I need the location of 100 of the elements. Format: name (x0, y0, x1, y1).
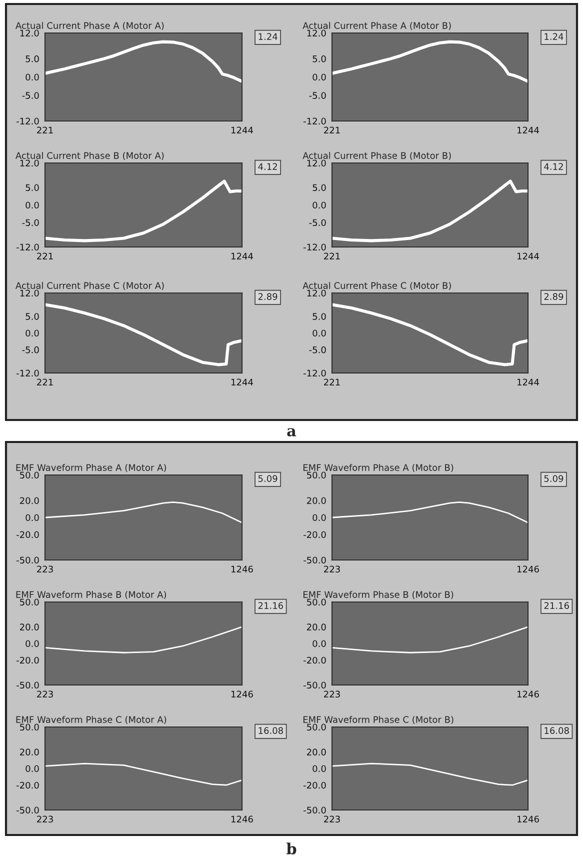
line-series (332, 40, 528, 83)
y-tick-label: 5.0 (26, 184, 39, 192)
y-tick-label: -5.0 (309, 219, 326, 226)
x-tick-label: 221 (324, 252, 340, 260)
line-series (332, 180, 528, 242)
y-tick-label: -50.0 (16, 806, 39, 814)
x-tick-label: 1244 (232, 252, 253, 260)
y-tick-label: 50.0 (20, 472, 39, 479)
text: b (286, 842, 296, 854)
y-tick-label: 5.0 (26, 313, 39, 320)
x-tick-label: 1246 (518, 566, 539, 573)
y-tick-label: 0.0 (312, 330, 326, 337)
chart-title: EMF Waveform Phase A (Motor B) (303, 464, 454, 472)
chart-title: Actual Current Phase C (Motor B) (302, 282, 451, 290)
y-tick-label: -50.0 (304, 682, 326, 689)
line-series (332, 762, 528, 786)
y-tick-label: 50.0 (20, 598, 39, 606)
text: 2.89 (258, 293, 278, 300)
y-tick-label: -50.0 (304, 556, 326, 564)
x-tick-label: 1244 (518, 126, 539, 134)
y-tick-label: 0.0 (312, 765, 326, 772)
y-tick-label: -50.0 (16, 556, 39, 564)
line-series (45, 40, 242, 83)
x-tick-label: 1246 (232, 816, 253, 823)
y-tick-label: 12.0 (20, 30, 39, 37)
text: 5.09 (258, 475, 278, 482)
text: 4.12 (258, 163, 277, 170)
chart-title: EMF Waveform Phase B (Motor A) (16, 590, 166, 600)
x-tick-label: 223 (37, 816, 53, 823)
line-series (45, 303, 242, 366)
x-tick-label: 223 (37, 690, 53, 698)
y-tick-label: 20.0 (307, 748, 326, 756)
y-tick-label: 0.0 (26, 202, 39, 209)
chart-title: Actual Current Phase A (Motor B) (302, 22, 451, 30)
y-tick-label: -5.0 (22, 92, 39, 99)
line-series (332, 626, 528, 654)
x-tick-label: 221 (37, 378, 53, 386)
y-tick-label: 20.0 (20, 624, 39, 630)
y-tick-label: -12.0 (304, 118, 326, 125)
text: 21.16 (258, 602, 284, 609)
y-tick-label: 50.0 (307, 598, 326, 606)
line-series (45, 626, 242, 654)
y-tick-label: 5.0 (26, 55, 39, 62)
x-tick-label: 1246 (518, 816, 539, 823)
text: a (287, 428, 296, 436)
y-tick-label: 0.0 (26, 330, 39, 337)
y-tick-label: -12.0 (16, 370, 39, 377)
x-tick-label: 1244 (518, 378, 539, 386)
y-tick-label: 0.0 (312, 74, 326, 81)
chart-title: EMF Waveform Phase C (Motor B) (303, 716, 454, 724)
x-tick-label: 221 (324, 378, 340, 386)
text: 1.24 (544, 33, 564, 40)
chart-title: EMF Waveform Phase A (Motor A) (16, 464, 166, 472)
y-tick-label: 0.0 (312, 514, 326, 522)
y-tick-label: -20.0 (304, 782, 326, 789)
y-tick-label: -12.0 (16, 118, 39, 125)
chart-title: EMF Waveform Phase C (Motor A) (16, 716, 166, 724)
y-tick-label: 12.0 (20, 290, 39, 297)
y-tick-label: -5.0 (22, 219, 39, 226)
x-tick-label: 1246 (518, 690, 539, 698)
text: 21.16 (544, 602, 569, 609)
text: 16.08 (258, 727, 283, 734)
y-tick-label: -12.0 (16, 244, 39, 251)
y-tick-label: -5.0 (309, 346, 326, 354)
x-tick-label: 221 (324, 126, 340, 134)
line-series (45, 502, 242, 524)
y-tick-label: -50.0 (304, 806, 326, 814)
y-tick-label: 50.0 (307, 472, 326, 479)
y-tick-label: 5.0 (312, 313, 326, 320)
chart-title: EMF Waveform Phase B (Motor B) (303, 590, 454, 600)
y-tick-label: 20.0 (307, 497, 326, 504)
y-tick-label: -20.0 (304, 656, 326, 664)
chart-title: Actual Current Phase A (Motor A) (16, 22, 164, 30)
x-tick-label: 223 (37, 566, 53, 573)
x-tick-label: 221 (37, 252, 53, 260)
line-series (332, 502, 528, 524)
y-tick-label: 12.0 (307, 30, 326, 37)
y-tick-label: -20.0 (16, 656, 39, 664)
y-tick-label: 20.0 (20, 748, 39, 756)
x-tick-label: 223 (324, 690, 340, 698)
x-tick-label: 221 (37, 126, 53, 134)
y-tick-label: -20.0 (16, 531, 39, 538)
y-tick-label: 50.0 (307, 724, 326, 731)
text: 2.89 (544, 293, 564, 300)
y-tick-label: 12.0 (307, 290, 326, 297)
chart-title: Actual Current Phase C (Motor A) (16, 282, 164, 290)
chart-title: Actual Current Phase B (Motor B) (302, 152, 451, 160)
line-series (45, 180, 242, 242)
text: 16.08 (544, 727, 569, 734)
y-tick-label: 50.0 (20, 724, 39, 731)
line-series (332, 303, 528, 366)
y-tick-label: 0.0 (26, 640, 39, 648)
text: 5.09 (544, 475, 564, 482)
text: 4.12 (544, 163, 563, 170)
y-tick-label: -12.0 (304, 370, 326, 377)
x-tick-label: 223 (324, 816, 340, 823)
y-tick-label: 0.0 (312, 202, 326, 209)
y-tick-label: 0.0 (26, 514, 39, 522)
y-tick-label: 0.0 (26, 765, 39, 772)
text: 1.24 (258, 33, 278, 40)
